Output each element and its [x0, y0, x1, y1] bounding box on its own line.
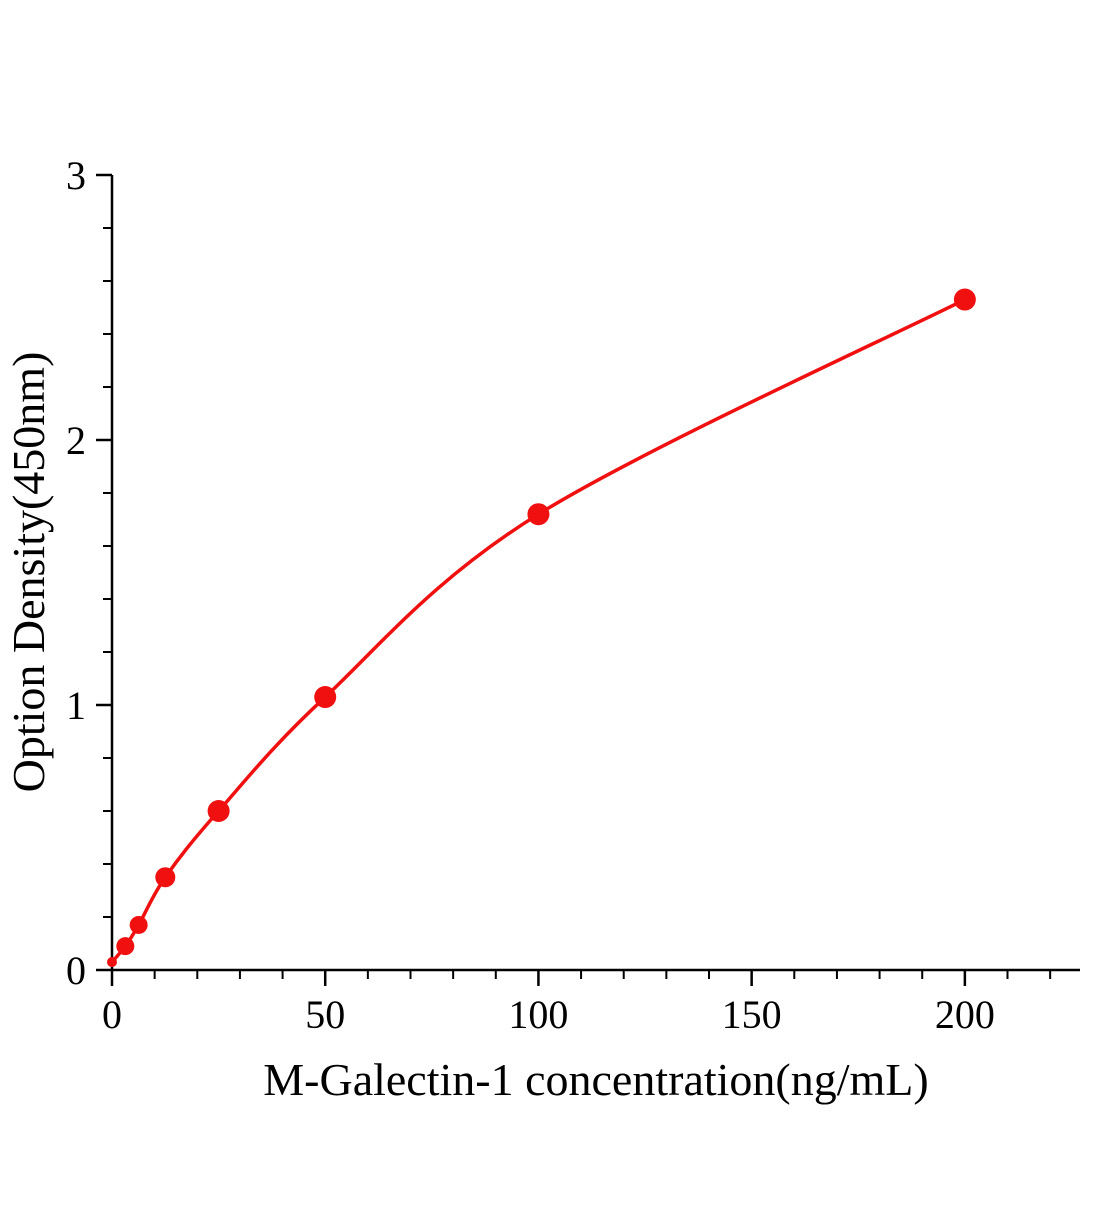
plot-layer: 0 50 100 150 200 0 1 2 3: [66, 153, 1080, 1037]
y-tick-label: 3: [66, 153, 86, 198]
y-tick-label: 0: [66, 948, 86, 993]
data-point: [116, 937, 135, 956]
x-tick-label: 100: [508, 992, 568, 1037]
x-tick-label: 0: [102, 992, 122, 1037]
data-point: [155, 867, 176, 888]
x-tick-label: 50: [305, 992, 345, 1037]
data-point: [207, 800, 230, 822]
y-tick-label: 1: [66, 683, 86, 728]
x-tick-label: 200: [935, 992, 995, 1037]
y-tick-label: 2: [66, 418, 86, 463]
data-point: [129, 915, 148, 934]
curve-line: [110, 297, 967, 964]
x-axis-title: M-Galectin-1 concentration(ng/mL): [263, 1054, 928, 1105]
y-axis-title: Option Density(450nm): [3, 352, 54, 793]
x-tick-label: 150: [722, 992, 782, 1037]
data-point: [314, 686, 337, 709]
data-point: [527, 503, 550, 526]
data-point: [107, 957, 117, 968]
data-point: [953, 288, 976, 311]
